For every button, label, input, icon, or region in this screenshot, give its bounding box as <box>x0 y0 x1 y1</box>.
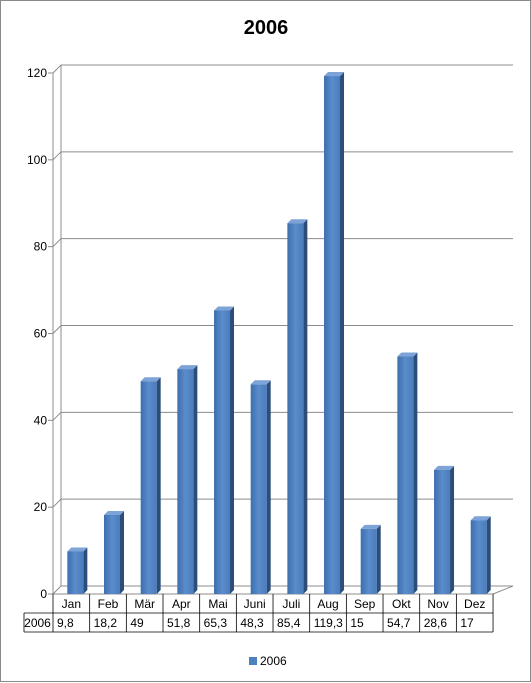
data-table: 2006 Jan 9,8 Feb 18,2 Mär 49 Apr 51,8 Mai 65,3 Juni… <box>23 594 494 633</box>
x-tick-label: Mai <box>208 597 227 611</box>
bar-front <box>214 310 231 594</box>
bar-top <box>470 516 491 521</box>
x-tick-label: Jan <box>62 597 81 611</box>
x-tick-label: Dez <box>464 597 485 611</box>
bar <box>434 465 455 594</box>
bar-top <box>104 510 125 515</box>
x-tick-label: Okt <box>392 597 411 611</box>
bar-side <box>230 306 235 594</box>
x-tick-label: Nov <box>427 597 448 611</box>
chart-title: 2006 <box>244 17 289 39</box>
gridline <box>52 325 513 334</box>
y-tick-label: 0 <box>40 587 47 601</box>
gridline <box>52 64 513 74</box>
y-tick-label: 60 <box>34 327 48 341</box>
legend: 2006 <box>249 654 287 668</box>
data-label: 119,3 <box>314 616 343 630</box>
data-label: 15 <box>350 616 364 630</box>
bar-side <box>413 352 418 594</box>
bar <box>470 516 491 594</box>
bar <box>360 524 381 594</box>
bar-top <box>140 377 161 382</box>
x-tick-label: Mär <box>134 597 155 611</box>
y-tick-label: 40 <box>34 413 48 427</box>
x-tick-label: Juli <box>282 597 300 611</box>
bar-front <box>434 469 451 594</box>
table-series-label: 2006 <box>24 616 51 630</box>
bar-side <box>266 380 271 594</box>
bar-side <box>156 377 161 594</box>
data-label: 48,3 <box>240 616 264 630</box>
bar-front <box>104 514 121 594</box>
bar <box>67 547 88 594</box>
bar-top <box>177 365 198 370</box>
bar-front <box>140 381 157 594</box>
legend-swatch <box>249 657 257 665</box>
data-label: 54,7 <box>387 616 411 630</box>
bar <box>397 352 418 594</box>
bar <box>287 219 308 594</box>
y-tick-label: 80 <box>34 240 48 254</box>
bar <box>140 377 161 594</box>
bar-front <box>360 528 377 594</box>
bar-side <box>120 510 125 594</box>
bar-top <box>397 352 418 357</box>
bar-front <box>324 76 341 594</box>
bar-side <box>193 365 198 594</box>
bar <box>250 380 271 594</box>
bar-front <box>397 356 414 594</box>
data-label: 9,8 <box>57 616 74 630</box>
bar <box>104 510 125 594</box>
legend-label: 2006 <box>260 654 287 668</box>
x-tick-label: Juni <box>244 597 266 611</box>
data-label: 17 <box>460 616 474 630</box>
data-label: 28,6 <box>424 616 448 630</box>
data-label: 65,3 <box>204 616 228 630</box>
data-label: 85,4 <box>277 616 301 630</box>
data-label: 51,8 <box>167 616 191 630</box>
grid-layer: 0 20 40 60 80 100 120 <box>27 64 513 601</box>
y-tick-label: 120 <box>27 66 47 80</box>
bar-side <box>303 219 308 594</box>
bar <box>324 72 345 594</box>
gridline <box>52 238 513 248</box>
x-tick-label: Apr <box>172 597 191 611</box>
bar-front <box>470 520 487 594</box>
bar-top <box>360 524 381 529</box>
gridline <box>52 411 513 421</box>
bar-side <box>486 516 491 594</box>
bar-top <box>324 72 345 77</box>
x-tick-label: Aug <box>317 597 338 611</box>
bar-layer <box>67 72 491 594</box>
bar-side <box>340 72 345 594</box>
bar-side <box>83 547 88 594</box>
bar-top <box>67 547 88 552</box>
gridline <box>52 151 513 161</box>
bar-top <box>250 380 271 385</box>
bar-top <box>214 306 235 311</box>
bar-front <box>177 369 194 594</box>
bar <box>214 306 235 594</box>
gridline <box>52 498 513 508</box>
data-label: 18,2 <box>94 616 118 630</box>
bar-front <box>287 223 304 594</box>
bar-front <box>250 384 267 594</box>
bar-side <box>376 524 381 594</box>
bar-top <box>287 219 308 224</box>
y-tick-label: 100 <box>27 153 47 167</box>
bar-top <box>434 465 455 470</box>
y-tick-label: 20 <box>34 500 48 514</box>
bar-side <box>450 465 455 594</box>
x-tick-label: Sep <box>354 597 376 611</box>
bar-front <box>67 551 84 594</box>
data-label: 49 <box>130 616 144 630</box>
bar <box>177 365 198 594</box>
x-tick-label: Feb <box>98 597 119 611</box>
